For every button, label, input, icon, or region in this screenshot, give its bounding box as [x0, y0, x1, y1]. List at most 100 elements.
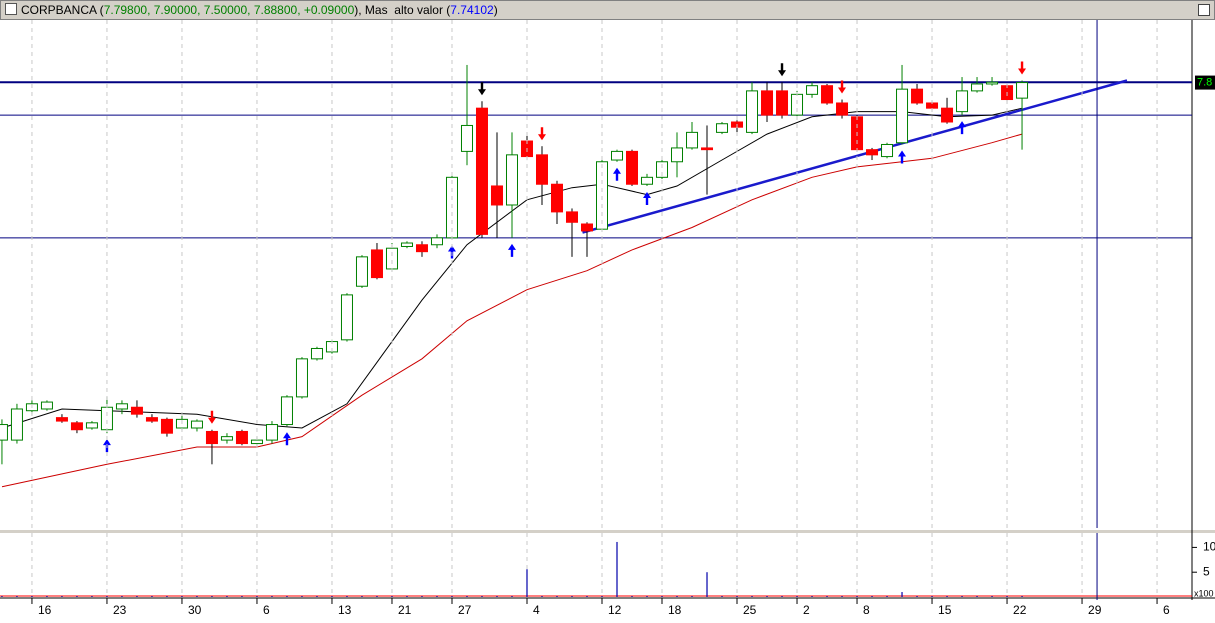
candle-body: [415, 244, 428, 253]
candle-body: [535, 154, 548, 185]
x-tick-label: 30: [188, 603, 202, 617]
signal-arrow: [643, 191, 652, 205]
candle-body: [776, 90, 789, 116]
candle-body: [400, 242, 413, 247]
candle-body: [821, 85, 834, 104]
candle-body: [145, 417, 158, 422]
candle-body: [265, 424, 278, 441]
candle-body: [671, 147, 684, 163]
x-tick-label: 6: [263, 603, 270, 617]
candle-body: [295, 358, 308, 398]
header-part: ), Mas alto valor (: [354, 3, 451, 17]
price-panel: [0, 20, 1192, 530]
candle-body: [490, 185, 503, 206]
candle-body: [220, 436, 233, 441]
header-part: 7.79800, 7.90000, 7.50000, 7.88800, +0.0…: [103, 3, 355, 17]
signal-arrow: [507, 243, 516, 257]
candle-body: [250, 439, 263, 445]
x-tick-label: 18: [668, 603, 682, 617]
candle-body: [911, 88, 924, 104]
x-tick-label: 23: [113, 603, 127, 617]
signal-arrow: [958, 121, 967, 135]
candle-body: [896, 88, 909, 144]
candle-body: [280, 396, 293, 426]
candle-body: [596, 161, 609, 230]
x-tick-label: 27: [458, 603, 472, 617]
window-icon[interactable]: [5, 3, 17, 15]
candle-body: [430, 237, 443, 246]
candle-body: [1016, 82, 1029, 99]
signal-arrow: [838, 80, 847, 94]
candle-body: [40, 401, 53, 410]
candle-body: [956, 90, 969, 113]
moving-average: [1, 133, 1023, 488]
candle-body: [370, 249, 383, 279]
last-price-label: 7.8: [1197, 76, 1212, 88]
moving-average: [1, 107, 1023, 429]
header-part: ): [493, 3, 498, 17]
x-tick-label: 29: [1088, 603, 1102, 617]
window-button[interactable]: [1198, 4, 1210, 16]
candle-body: [160, 418, 173, 434]
candle-body: [385, 247, 398, 270]
x-tick-label: 8: [863, 603, 870, 617]
candle-body: [641, 176, 654, 185]
candle-body: [941, 107, 954, 123]
candle-body: [475, 107, 488, 235]
candle-body: [130, 406, 143, 415]
x-tick-label: 2: [803, 603, 810, 617]
candle-body: [806, 85, 819, 95]
candle-body: [55, 417, 68, 422]
candle-body: [190, 420, 203, 429]
x-tick-label: 21: [398, 603, 412, 617]
header: CORPBANCA (7.79800, 7.90000, 7.50000, 7.…: [21, 3, 498, 17]
volume-unit: x100: [1194, 588, 1214, 598]
title-bar: CORPBANCA (7.79800, 7.90000, 7.50000, 7.…: [0, 0, 1215, 20]
x-tick-label: 13: [338, 603, 352, 617]
signal-arrow: [477, 82, 486, 96]
signal-arrow: [778, 63, 787, 77]
price-plot: [0, 61, 1192, 488]
candle-body: [310, 347, 323, 360]
candle-body: [115, 403, 128, 410]
candle-body: [85, 422, 98, 429]
signal-arrow: [1018, 61, 1027, 75]
candle-body: [881, 143, 894, 158]
x-tick-label: 6: [1163, 603, 1170, 617]
signal-arrow: [613, 167, 622, 181]
panel-separator: [0, 530, 1215, 533]
x-tick-label: 25: [743, 603, 757, 617]
candle-body: [971, 83, 984, 92]
trendline: [582, 79, 1128, 234]
candle-body: [460, 124, 473, 152]
candle-body: [505, 154, 518, 206]
signal-arrow: [282, 432, 291, 446]
x-tick-label: 15: [938, 603, 952, 617]
candle-body: [70, 422, 83, 431]
candle-body: [205, 430, 218, 445]
x-tick-label: 12: [608, 603, 622, 617]
candle-body: [355, 256, 368, 287]
candle-body: [235, 430, 248, 445]
candle-body: [565, 211, 578, 223]
last-price-box: [1195, 75, 1215, 90]
volume-tick-label: 10: [1203, 540, 1215, 554]
candle-body: [0, 424, 8, 441]
candle-body: [656, 161, 669, 178]
signal-arrow: [898, 150, 907, 164]
header-part: CORPBANCA (: [21, 3, 104, 17]
candle-body: [686, 131, 699, 149]
candle-body: [746, 90, 759, 133]
candle-body: [580, 223, 593, 232]
header-part: 7.74102: [450, 3, 494, 17]
x-tick-label: 4: [533, 603, 540, 617]
candle-body: [761, 90, 774, 116]
candle-body: [836, 102, 849, 116]
signal-arrow: [537, 127, 546, 141]
candle-body: [100, 406, 113, 431]
candle-body: [611, 150, 624, 161]
candle-body: [626, 150, 639, 185]
candle-body: [701, 147, 714, 151]
